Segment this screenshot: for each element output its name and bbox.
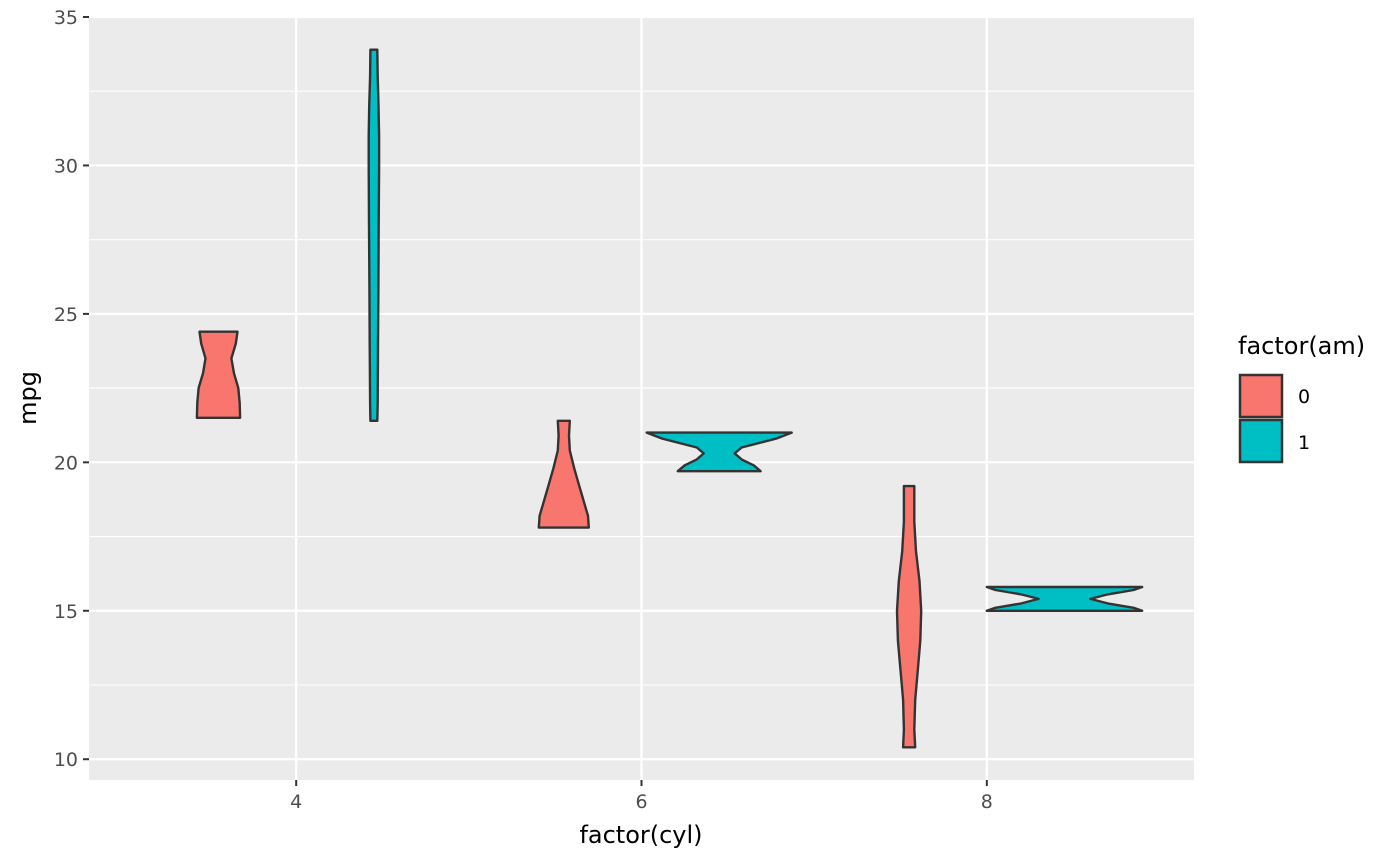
y-tick-label: 25 — [54, 304, 78, 326]
y-tick-label: 10 — [54, 749, 78, 771]
x-axis: 4 6 8 — [290, 780, 993, 813]
x-axis-title: factor(cyl) — [579, 821, 702, 849]
violin-am1-cyl6 — [645, 431, 793, 473]
legend-title: factor(am) — [1238, 332, 1365, 360]
legend-key-1 — [1238, 418, 1284, 464]
y-tick-label: 15 — [54, 601, 78, 623]
y-tick-label: 30 — [54, 155, 78, 177]
x-tick-label: 6 — [635, 791, 647, 813]
violin-am1-cyl4 — [367, 48, 381, 422]
legend: factor(am) 0 1 — [1238, 332, 1365, 464]
y-axis-title: mpg — [14, 371, 42, 425]
y-axis: 10 15 20 25 30 35 — [54, 7, 89, 771]
y-tick-label: 20 — [54, 452, 78, 474]
y-tick-label: 35 — [54, 7, 78, 29]
violin-am1-cyl8 — [985, 585, 1144, 612]
legend-key-0 — [1238, 373, 1284, 419]
legend-label-1: 1 — [1298, 432, 1310, 454]
violin-am0-cyl4 — [195, 330, 242, 419]
x-tick-label: 4 — [290, 791, 302, 813]
violins-layer — [195, 48, 1144, 749]
violin-am0-cyl8 — [895, 484, 923, 749]
violin-am0-cyl6 — [537, 419, 590, 529]
legend-label-0: 0 — [1298, 386, 1310, 408]
x-tick-label: 8 — [981, 791, 993, 813]
